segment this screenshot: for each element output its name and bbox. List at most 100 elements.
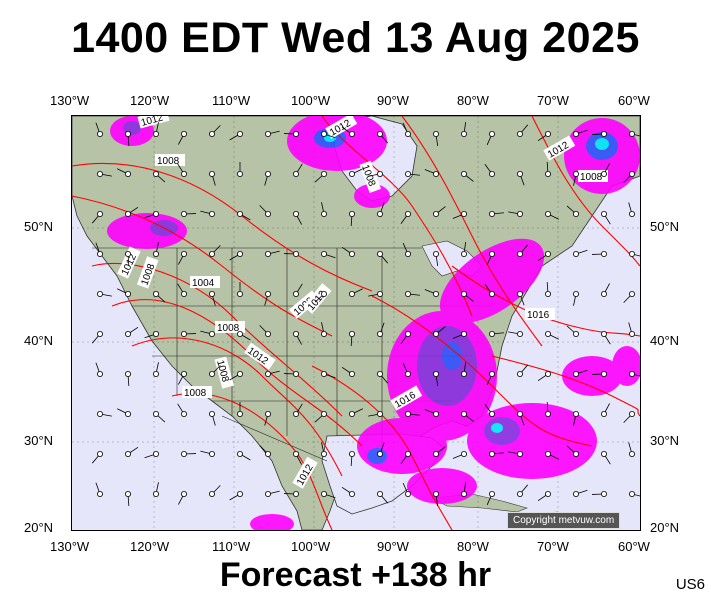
wind-barb	[376, 130, 389, 144]
wind-barb	[572, 369, 588, 377]
wind-barb	[264, 370, 280, 377]
wind-barb	[264, 290, 271, 306]
wind-barb	[376, 370, 389, 384]
wind-barb	[236, 162, 243, 178]
wind-barb	[125, 490, 132, 506]
wind-barb	[544, 450, 559, 460]
lat-label: 20°N	[650, 520, 680, 535]
wind-barb	[125, 250, 132, 266]
wind-barb	[572, 410, 579, 426]
wind-barb	[623, 410, 636, 423]
rain-area	[442, 342, 462, 370]
wind-barb	[144, 330, 160, 339]
copyright-badge: Copyright metvuw.com	[507, 512, 621, 529]
isobar-label: 1016	[527, 310, 550, 321]
wind-barb	[264, 250, 280, 257]
wind-barb	[208, 365, 221, 377]
wind-barb	[432, 326, 446, 337]
wind-barb	[376, 322, 385, 337]
wind-barb	[229, 370, 243, 381]
wind-barb	[264, 130, 280, 137]
rain-area	[357, 418, 447, 474]
lon-label: 70°W	[537, 539, 569, 554]
lon-label: 120°W	[130, 93, 170, 108]
wind-barb	[236, 211, 251, 221]
lon-label: 100°W	[291, 539, 331, 554]
wind-barb	[452, 330, 467, 339]
wind-barb	[153, 122, 160, 137]
wind-barb	[283, 130, 299, 137]
wind-barb	[572, 489, 588, 497]
wind-barb	[516, 484, 529, 497]
forecast-hour: Forecast +138 hr	[219, 556, 492, 594]
wind-barb	[516, 364, 529, 377]
wind-barb	[320, 322, 327, 337]
wind-barb	[460, 242, 467, 257]
wind-barb	[400, 330, 411, 344]
wind-barb	[292, 211, 302, 225]
lon-label: 130°W	[50, 93, 90, 108]
region-code: US6	[675, 576, 705, 593]
isobar-label: 1008	[217, 323, 240, 334]
wind-barb	[117, 288, 132, 297]
wind-barb	[125, 370, 132, 386]
wind-barb	[178, 490, 188, 505]
wind-barb	[432, 370, 439, 386]
wind-barb	[544, 402, 551, 417]
wind-barb	[488, 450, 504, 457]
wind-barb	[200, 330, 215, 337]
wind-stations	[91, 122, 640, 506]
wind-barb	[236, 450, 251, 461]
wind-barb	[229, 490, 243, 501]
wind-barb	[153, 410, 166, 423]
wind-barb	[236, 330, 251, 341]
lon-label: 60°W	[618, 93, 650, 108]
wind-barb	[144, 211, 160, 219]
wind-barb	[544, 330, 559, 340]
wind-barb	[208, 125, 221, 137]
wind-barb	[537, 490, 551, 502]
wind-barb	[486, 370, 495, 386]
wind-barb	[404, 290, 420, 297]
wind-barb	[460, 410, 474, 422]
isobar-label: 1008	[580, 172, 603, 183]
wind-barb	[424, 169, 439, 178]
wind-barb	[460, 122, 467, 137]
wind-barb	[91, 211, 103, 224]
isobar-label: 1004	[192, 278, 215, 289]
wind-barb	[629, 370, 640, 377]
wind-barb	[402, 482, 411, 497]
wind-barb	[628, 442, 636, 457]
wind-barb	[292, 163, 303, 178]
wind-barb	[484, 404, 495, 417]
wind-barb	[95, 362, 103, 377]
wind-barb	[400, 211, 411, 224]
wind-barb	[264, 490, 280, 497]
wind-barb	[460, 482, 467, 497]
wind-barb	[236, 282, 243, 297]
wind-barb	[488, 211, 504, 218]
wind-barb	[96, 171, 112, 178]
rain-area	[367, 448, 387, 464]
rain-area	[595, 138, 609, 150]
map-canvas: 1012 1008 1012 1008 1004 1008 1012 1008 …	[72, 116, 640, 530]
lon-label: 110°W	[212, 539, 251, 554]
wind-barb	[402, 122, 411, 137]
wind-barb	[591, 490, 608, 497]
wind-barb	[91, 450, 103, 464]
wind-barb	[544, 162, 551, 178]
lon-label: 100°W	[291, 93, 331, 108]
wind-barb	[424, 409, 439, 417]
isobar-label: 1008	[157, 156, 180, 167]
wind-barb	[516, 410, 525, 426]
lat-label: 40°N	[24, 333, 54, 348]
wind-barb	[96, 290, 112, 297]
wind-barb	[292, 403, 303, 417]
wind-barb	[516, 171, 525, 186]
wind-barb	[181, 211, 197, 218]
wind-barb	[516, 124, 529, 137]
wind-barb	[484, 164, 495, 178]
wind-barb	[200, 450, 215, 457]
wind-barb	[591, 130, 608, 137]
wind-barb	[125, 326, 139, 337]
